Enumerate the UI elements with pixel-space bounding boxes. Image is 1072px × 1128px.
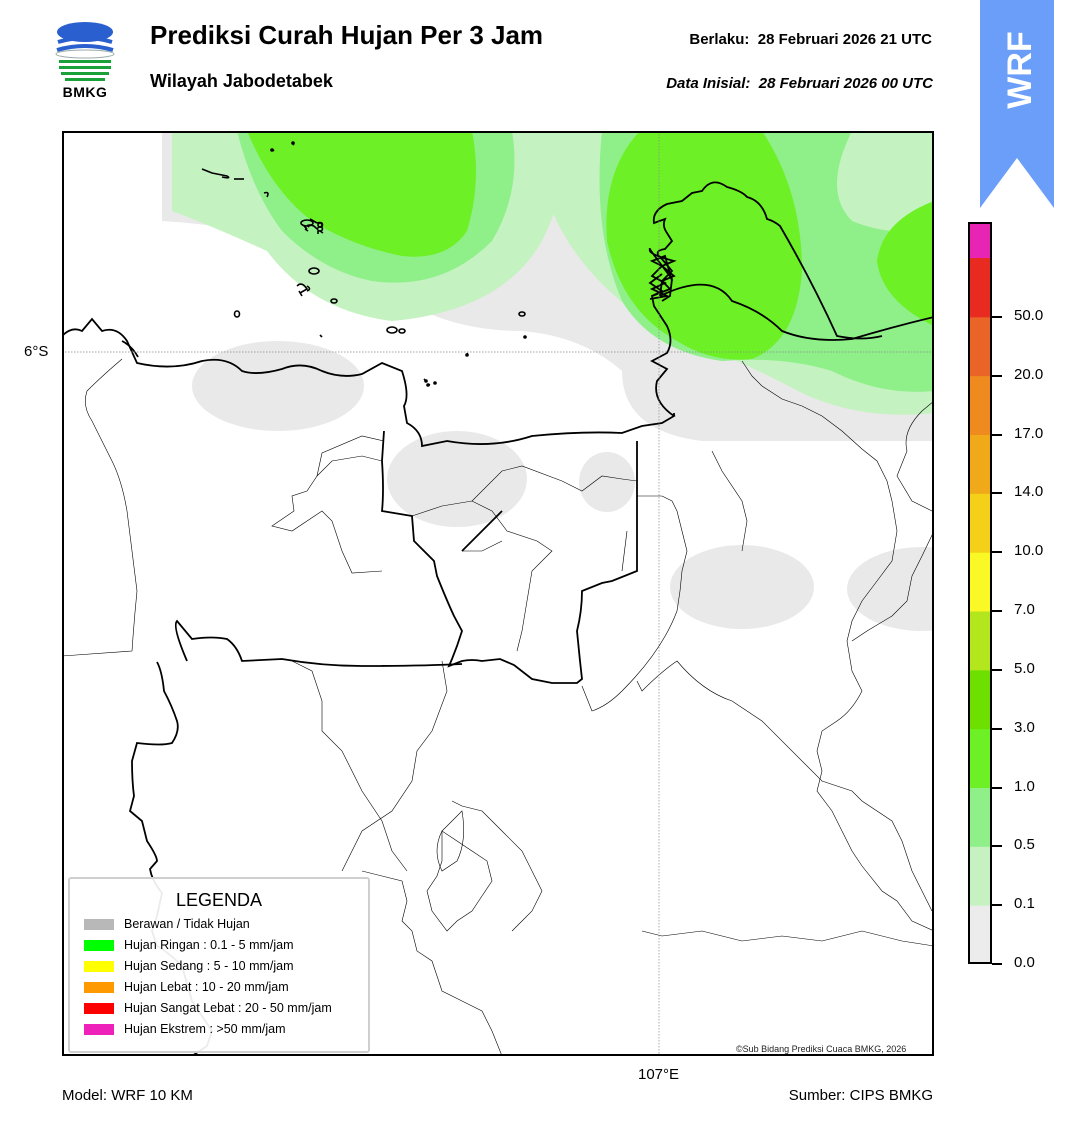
colorbar-tick-label: 14.0 — [1014, 483, 1044, 501]
init-label: Data Inisial: — [666, 75, 751, 92]
colorbar-tick-label: 0.0 — [1014, 954, 1035, 971]
legend-item-heavy-rain: Hujan Lebat : 10 - 20 mm/jam — [84, 980, 289, 996]
init-value: 28 Februari 2026 00 UTC — [758, 75, 933, 92]
colorbar-tick-label: 10.0 — [1014, 542, 1044, 560]
legend-title: LEGENDA — [175, 890, 263, 910]
copyright-note: ©Sub Bidang Prediksi Cuaca BMKG, 2026 — [736, 1044, 907, 1054]
colorbar-tick-label: 1.0 — [1014, 777, 1035, 795]
colorbar-tick-mark — [992, 845, 1002, 848]
bmkg-logo — [55, 22, 115, 81]
colorbar-segment — [968, 905, 992, 964]
valid-value: 28 Februari 2026 21 UTC — [757, 31, 932, 48]
page-title: Prediksi Curah Hujan Per 3 Jam — [150, 20, 544, 50]
colorbar-segment — [968, 434, 992, 494]
init-time: Data Inisial: 28 Februari 2026 00 UTC — [666, 75, 933, 92]
legend-box: LEGENDA Berawan / Tidak Hujan Hujan Ring… — [68, 877, 370, 1053]
legend-item-cloudy: Berawan / Tidak Hujan — [84, 917, 250, 933]
colorbar-tick-label: 7.0 — [1014, 601, 1035, 618]
legend-item-very-heavy-rain: Hujan Sangat Lebat : 20 - 50 mm/jam — [84, 1001, 332, 1017]
colorbar-tick-mark — [992, 315, 1002, 318]
colorbar-segment — [968, 611, 992, 671]
colorbar-segment — [968, 846, 992, 906]
lon-label: 107°E — [638, 1066, 680, 1083]
colorbar-tick-mark — [992, 374, 1002, 377]
legend-swatch — [84, 982, 114, 994]
island-dots — [270, 141, 527, 387]
colorbar-tick-mark — [992, 492, 1002, 495]
legend-item-extreme-rain: Hujan Ekstrem : >50 mm/jam — [84, 1022, 286, 1038]
colorbar-frame — [968, 222, 992, 964]
lat-label: 6°S — [24, 343, 49, 360]
colorbar-segment — [968, 552, 992, 612]
page-subtitle: Wilayah Jabodetabek — [150, 71, 333, 91]
colorbar-segment — [968, 669, 992, 730]
colorbar-segment — [968, 728, 992, 788]
colorbar-tick-label: 0.5 — [1014, 836, 1035, 854]
colorbar-tick-mark — [992, 610, 1002, 612]
colorbar-segment — [968, 258, 992, 318]
colorbar-tick-mark — [992, 963, 1002, 965]
legend-swatch — [84, 1024, 114, 1036]
colorbar-tick-label: 5.0 — [1014, 659, 1035, 677]
legend-item-moderate-rain: Hujan Sedang : 5 - 10 mm/jam — [84, 959, 294, 975]
map-frame — [62, 131, 934, 1056]
colorbar-segment — [968, 375, 992, 435]
legend-swatch — [84, 961, 114, 973]
colorbar-tick-mark — [992, 551, 1002, 554]
colorbar-segment — [968, 316, 992, 377]
colorbar-tick-mark — [992, 904, 1002, 907]
valid-time: Berlaku: 28 Februari 2026 21 UTC — [689, 31, 932, 48]
colorbar-segment — [968, 787, 992, 847]
rainfall-map — [62, 131, 934, 1056]
colorbar-tick-mark — [992, 668, 1002, 671]
logo-text: BMKG — [62, 84, 108, 100]
colorbar-tick-mark — [992, 786, 1002, 789]
coastline — [62, 181, 934, 1056]
colorbar-tick-label: 0.1 — [1014, 895, 1035, 913]
rainfall-shading — [162, 131, 934, 631]
legend-swatch — [84, 1003, 114, 1015]
model-note: Model: WRF 10 KM — [62, 1087, 193, 1104]
colorbar-tick-mark — [992, 727, 1002, 730]
colorbar-segment — [968, 222, 992, 258]
colorbar-tick-label: 17.0 — [1014, 424, 1044, 442]
legend-swatch — [84, 919, 114, 931]
ribbon-text: WRF — [1001, 31, 1039, 108]
colorbar-tick-label: 50.0 — [1014, 306, 1044, 324]
regency-borders — [62, 358, 934, 1056]
legend-swatch — [84, 940, 114, 952]
colorbar-segment — [968, 493, 992, 553]
colorbar — [968, 222, 992, 964]
colorbar-tick-mark — [992, 433, 1002, 436]
legend-item-light-rain: Hujan Ringan : 0.1 - 5 mm/jam — [84, 938, 294, 954]
colorbar-tick-label: 3.0 — [1014, 718, 1035, 736]
valid-label: Berlaku: — [689, 31, 750, 48]
source-note: Sumber: CIPS BMKG — [788, 1087, 933, 1104]
colorbar-tick-label: 20.0 — [1014, 365, 1044, 383]
wrf-ribbon: WRF — [980, 0, 1054, 208]
